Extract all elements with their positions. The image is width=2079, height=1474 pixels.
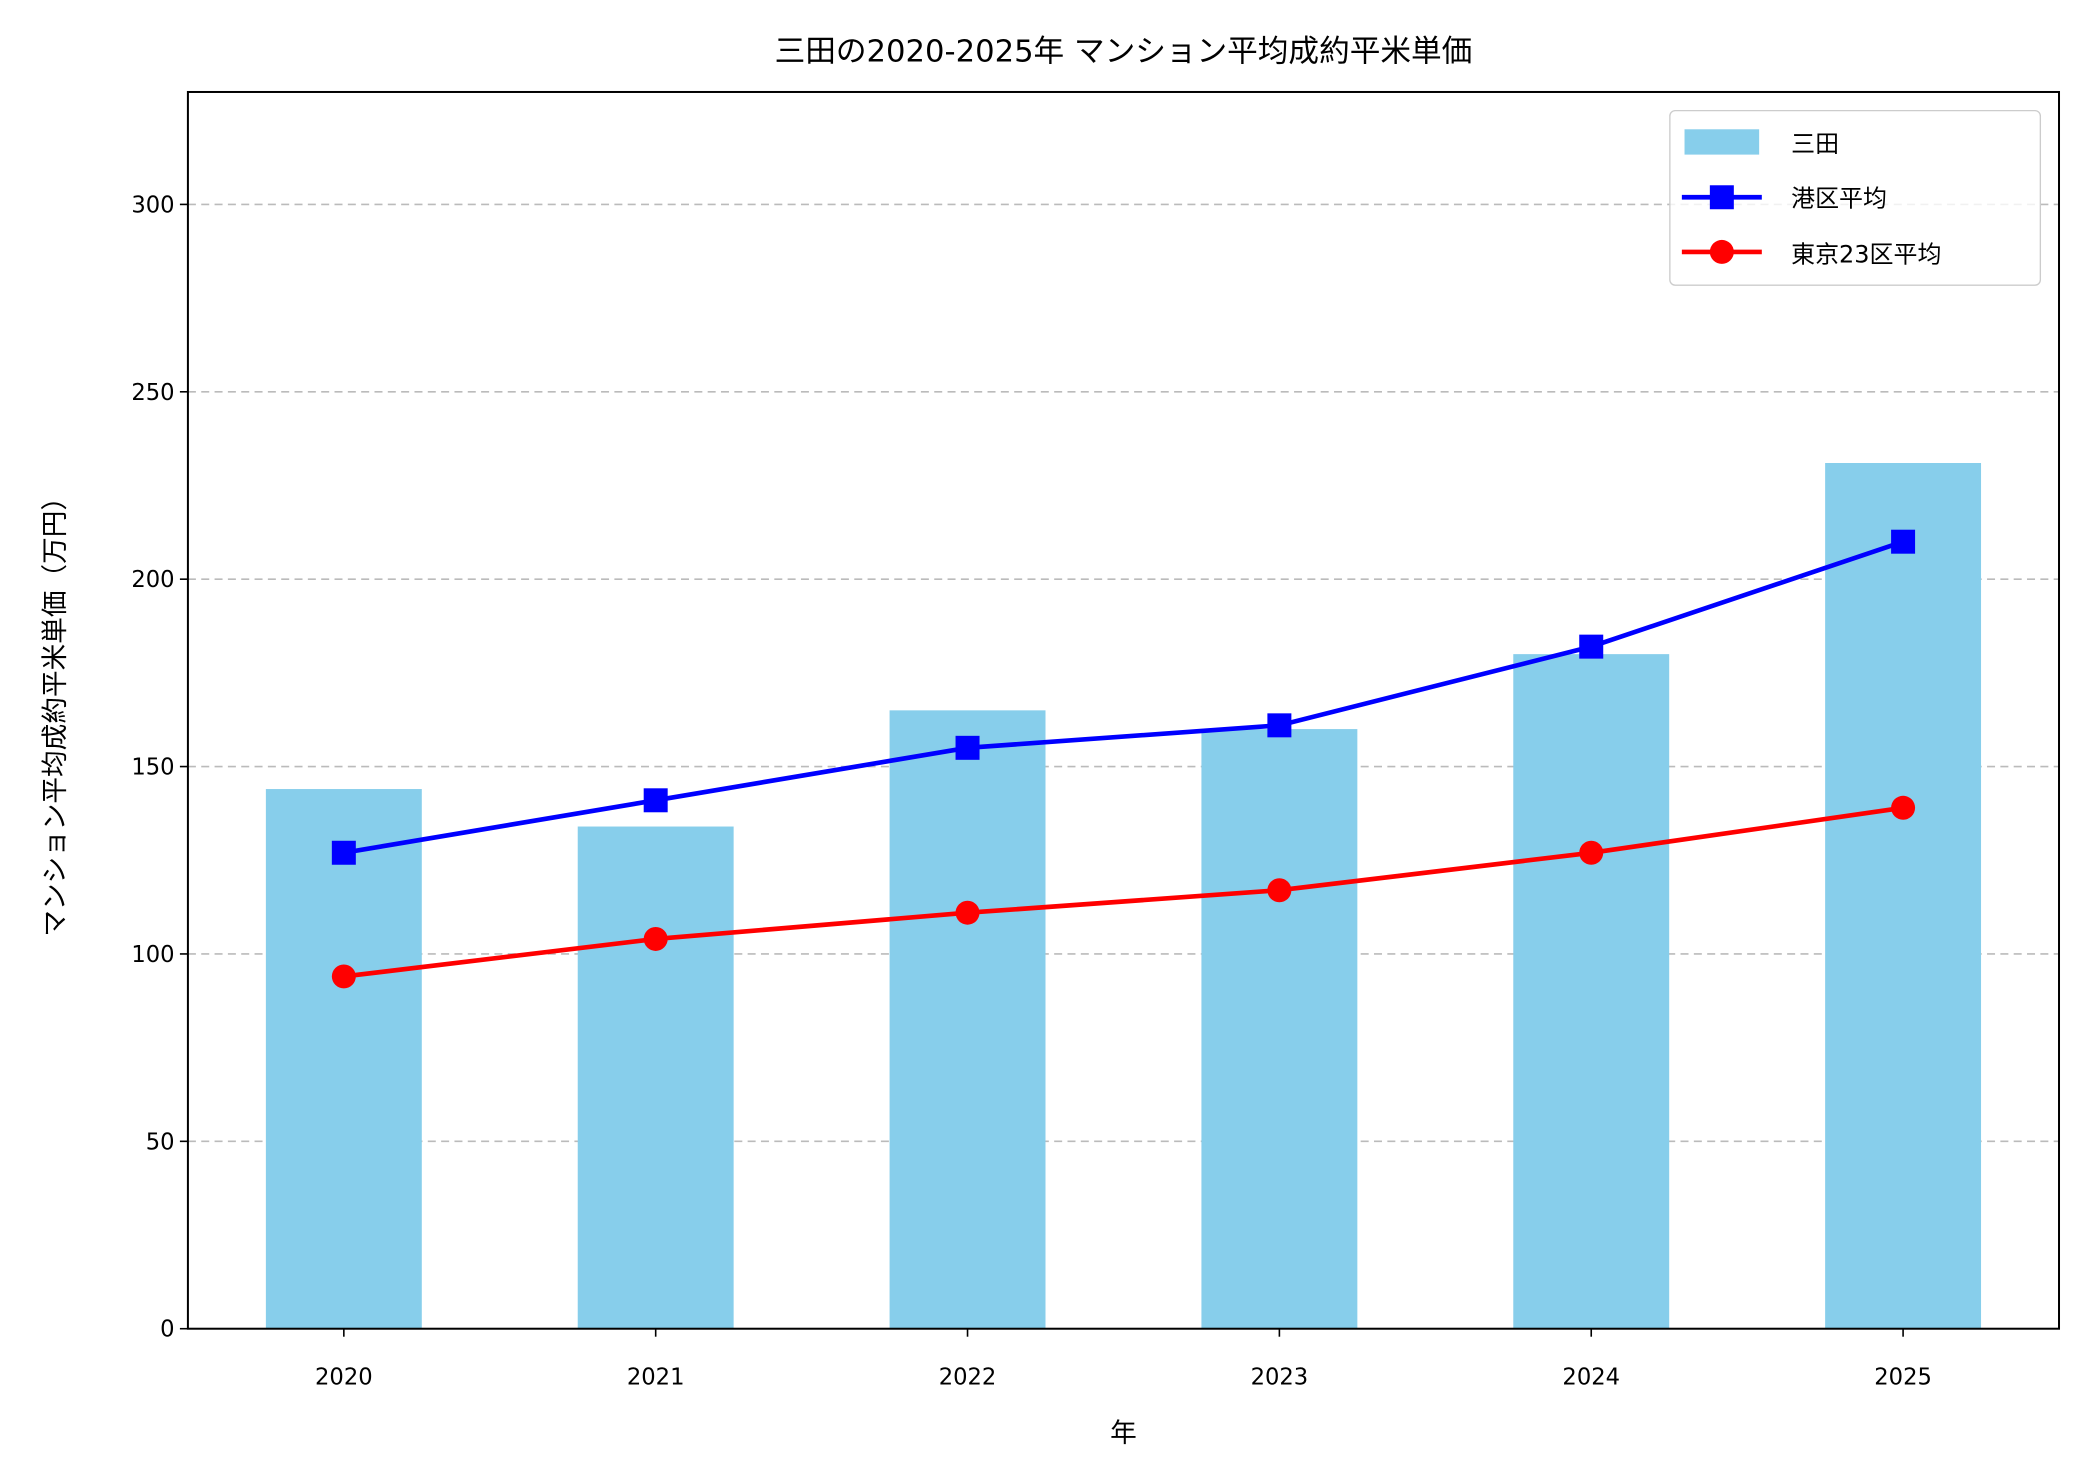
y-tick-label: 150 <box>131 755 174 781</box>
legend-label-tokyo23: 東京23区平均 <box>1791 241 1941 269</box>
circle-marker <box>1579 840 1604 865</box>
series-line-2 <box>343 805 1904 979</box>
circle-marker <box>955 900 980 925</box>
legend-marker-square <box>1709 185 1734 210</box>
square-marker <box>1891 529 1916 554</box>
x-tick-label: 2022 <box>939 1365 997 1391</box>
chart-title: 三田の2020-2025年 マンション平均成約平米単価 <box>775 34 1473 69</box>
x-tick-label: 2020 <box>315 1365 373 1391</box>
square-marker <box>955 735 980 760</box>
y-tick-label: 0 <box>160 1317 174 1343</box>
y-tick-label: 250 <box>131 380 174 406</box>
bar-2021 <box>577 826 734 1329</box>
square-marker <box>1267 713 1292 738</box>
bar-2022 <box>889 710 1046 1329</box>
series-line-1 <box>343 539 1904 856</box>
circle-marker <box>643 926 668 951</box>
y-tick-label: 100 <box>131 942 174 968</box>
circle-marker <box>1267 878 1292 903</box>
x-tick-label: 2023 <box>1251 1365 1309 1391</box>
circle-marker <box>1891 795 1916 820</box>
y-tick-label: 50 <box>146 1129 175 1155</box>
x-axis-label: 年 <box>1110 1418 1137 1449</box>
legend-marker-circle <box>1709 239 1734 264</box>
square-marker <box>643 788 668 813</box>
legend: 三田 港区平均 東京23区平均 <box>1669 109 2042 286</box>
bar-2020 <box>265 789 422 1329</box>
legend-label-mita: 三田 <box>1791 130 1839 158</box>
y-tick-label: 200 <box>131 567 174 593</box>
bar-2023 <box>1201 729 1358 1329</box>
legend-label-minato: 港区平均 <box>1791 185 1887 213</box>
x-tick-label: 2024 <box>1562 1365 1620 1391</box>
y-axis-label: マンション平均成約平米単価（万円） <box>40 484 71 937</box>
circle-marker <box>331 964 356 989</box>
bar-2024 <box>1513 654 1670 1329</box>
plot-frame <box>186 90 2061 1330</box>
bar-2025 <box>1825 462 1982 1329</box>
x-tick-label: 2025 <box>1874 1365 1932 1391</box>
x-tick-label: 2021 <box>627 1365 685 1391</box>
square-marker <box>331 840 356 865</box>
y-tick-label: 300 <box>131 192 174 218</box>
legend-swatch-bar <box>1684 129 1760 155</box>
square-marker <box>1579 634 1604 659</box>
